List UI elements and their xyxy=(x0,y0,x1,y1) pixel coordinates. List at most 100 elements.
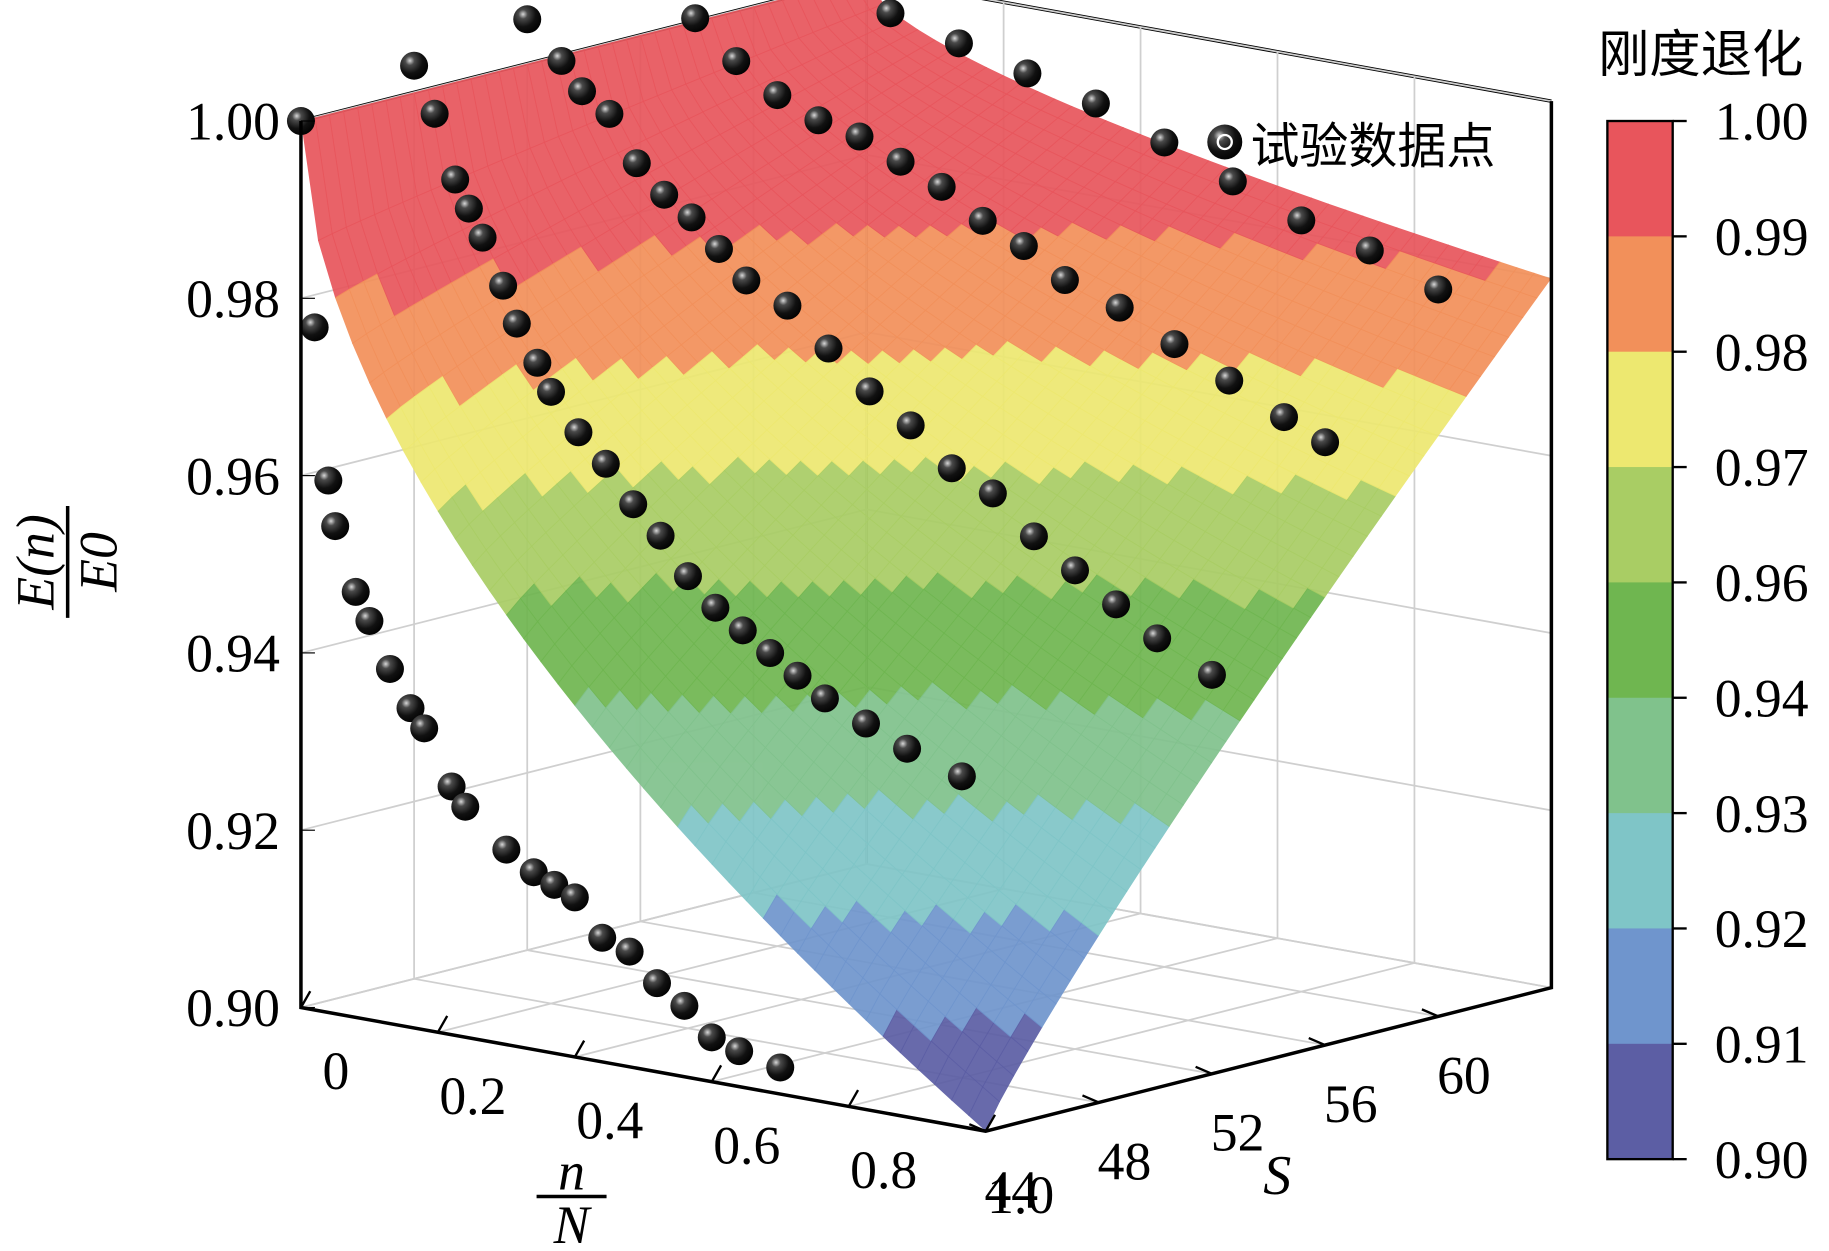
data-point xyxy=(489,271,518,300)
data-point xyxy=(1424,275,1453,304)
data-point xyxy=(1215,366,1244,395)
data-point xyxy=(400,51,429,80)
grid-line-z xyxy=(300,0,1552,122)
data-point xyxy=(978,479,1007,508)
data-point xyxy=(1102,590,1131,619)
data-point xyxy=(321,512,350,541)
data-point xyxy=(568,77,597,106)
data-point xyxy=(468,223,497,252)
colorbar-tick-label: 0.98 xyxy=(1715,322,1809,382)
y-tick-mark xyxy=(1082,1094,1100,1104)
data-point xyxy=(937,454,966,483)
x-tick-mark xyxy=(573,1040,586,1058)
z-axis-ticks: 0.90 0.92 0.94 0.96 0.98 1.00 xyxy=(186,92,315,1038)
data-point xyxy=(1150,128,1179,157)
y-axis-ticks: 44 48 52 56 60 xyxy=(968,1008,1491,1220)
x-tick-label: 0.4 xyxy=(576,1091,643,1151)
data-point xyxy=(619,490,648,519)
data-point xyxy=(396,694,425,723)
y-tick-label: 44 xyxy=(984,1160,1038,1220)
data-point xyxy=(1160,330,1189,359)
data-point xyxy=(814,334,843,363)
data-point xyxy=(595,99,624,128)
data-point xyxy=(1311,428,1340,457)
y-tick-label: 60 xyxy=(1437,1045,1491,1105)
z-tick-label: 0.90 xyxy=(186,978,280,1038)
data-point xyxy=(855,377,884,406)
data-point xyxy=(766,1053,795,1082)
data-point xyxy=(701,593,730,622)
z-axis-label: E(n) E0 xyxy=(6,505,129,618)
y-tick-mark xyxy=(968,1123,987,1133)
data-point xyxy=(1050,266,1079,295)
colorbar-title: 刚度退化 xyxy=(1598,25,1803,85)
colorbar-block xyxy=(1607,236,1673,353)
colorbar-tick-label: 0.94 xyxy=(1715,668,1809,728)
y-tick-mark xyxy=(1421,1008,1439,1018)
x-tick-mark xyxy=(847,1089,860,1108)
data-point xyxy=(547,46,576,75)
data-point xyxy=(410,714,439,743)
data-point xyxy=(783,661,812,690)
legend-marker-ring xyxy=(1216,133,1233,151)
colorbar-tick-label: 0.91 xyxy=(1715,1014,1809,1074)
data-point xyxy=(704,234,733,263)
data-point xyxy=(1009,232,1038,261)
data-point xyxy=(646,521,675,550)
colorbar-tick-label: 0.93 xyxy=(1715,784,1809,844)
colorbar-tick-label: 0.99 xyxy=(1715,207,1809,267)
data-point xyxy=(944,29,973,58)
data-points xyxy=(286,0,1453,1082)
colorbar: 刚度退化 1.00 0.99 0.98 0.97 0.96 0.94 0.93 0.92 0.9… xyxy=(1598,25,1808,1190)
data-point xyxy=(375,654,404,683)
data-point xyxy=(588,923,617,952)
data-point xyxy=(1197,660,1226,689)
data-point xyxy=(314,466,343,495)
x-tick-mark xyxy=(436,1015,449,1033)
data-point xyxy=(876,0,905,28)
y-tick-mark xyxy=(1308,1037,1326,1047)
data-point xyxy=(677,203,706,232)
data-point xyxy=(1287,206,1316,235)
data-point xyxy=(564,418,593,447)
data-point xyxy=(763,81,792,110)
data-point xyxy=(722,47,751,76)
colorbar-block xyxy=(1607,697,1673,814)
z-tick-label: 0.94 xyxy=(186,624,280,684)
data-point xyxy=(947,762,976,791)
z-axis-label-denominator: E0 xyxy=(69,532,129,593)
data-point xyxy=(591,449,620,478)
colorbar-block xyxy=(1607,351,1673,468)
data-point xyxy=(513,5,542,34)
data-point xyxy=(1081,89,1110,118)
surface-cell xyxy=(1519,272,1552,299)
legend-marker xyxy=(1207,124,1243,160)
data-point xyxy=(540,870,569,899)
data-point xyxy=(697,1023,726,1052)
legend: 试验数据点 xyxy=(1207,118,1495,175)
data-point xyxy=(670,991,699,1020)
data-point xyxy=(502,309,531,338)
colorbar-block xyxy=(1607,467,1673,583)
colorbar-block xyxy=(1607,121,1673,237)
x-axis-ticks: 0 0.2 0.4 0.6 0.8 1.0 xyxy=(299,990,1054,1225)
data-point xyxy=(681,4,710,33)
data-point xyxy=(1013,59,1042,88)
data-point xyxy=(1218,167,1247,196)
x-axis-label-denominator: N xyxy=(553,1195,593,1251)
data-point xyxy=(845,122,874,151)
colorbar-tick-label: 1.00 xyxy=(1715,92,1809,152)
data-point xyxy=(519,858,548,887)
data-point xyxy=(420,99,449,128)
z-tick-label: 0.96 xyxy=(186,446,280,506)
data-point xyxy=(896,411,925,440)
data-point xyxy=(560,883,589,912)
data-point xyxy=(804,106,833,135)
x-tick-mark xyxy=(984,1114,996,1132)
y-tick-label: 52 xyxy=(1211,1103,1265,1163)
data-point xyxy=(615,937,644,966)
data-point xyxy=(454,194,483,223)
colorbar-block xyxy=(1607,813,1673,930)
data-point xyxy=(728,616,757,645)
